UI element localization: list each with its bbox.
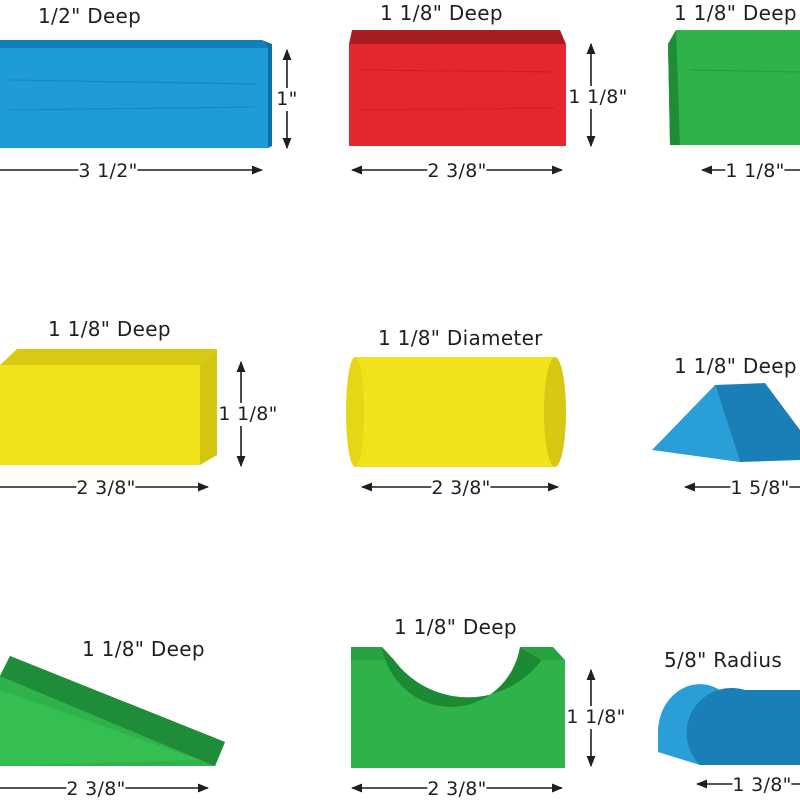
green-cube-depth-label: 1 1/8" Deep xyxy=(674,1,797,25)
yellow-rect-depth-label: 1 1/8" Deep xyxy=(48,317,171,341)
green-cube-width-label: 1 1/8" xyxy=(725,160,785,183)
blue-triangle-width-label: 1 5/8" xyxy=(730,477,790,500)
blue-rect-width-label: 3 1/2" xyxy=(78,160,138,183)
blue-triangle-depth-label: 1 1/8" Deep xyxy=(674,354,797,378)
blue-halfround-block xyxy=(658,684,800,765)
green-cube-block xyxy=(668,30,800,145)
green-ramp-depth-label: 1 1/8" Deep xyxy=(82,637,205,661)
green-ramp-block xyxy=(0,656,225,766)
blue-triangle-block xyxy=(652,383,800,462)
blue-rect-height-label: 1" xyxy=(276,88,298,111)
green-arch-height-label: 1 1/8" xyxy=(566,706,626,729)
red-rect-height-label: 1 1/8" xyxy=(568,86,628,109)
red-rect-width-label: 2 3/8" xyxy=(427,160,487,183)
yellow-cylinder-block xyxy=(346,357,566,467)
blue-rectangle-block xyxy=(0,40,272,148)
red-rectangle-block xyxy=(349,30,566,146)
yellow-rect-height-label: 1 1/8" xyxy=(218,403,278,426)
green-ramp-width-label: 2 3/8" xyxy=(66,778,126,801)
yellow-cylinder-diameter-label: 1 1/8" Diameter xyxy=(378,326,543,350)
yellow-rectangle-block xyxy=(0,349,217,465)
yellow-cylinder-width-label: 2 3/8" xyxy=(431,477,491,500)
blue-halfround-width-label: 1 3/8" xyxy=(732,774,792,797)
red-rect-depth-label: 1 1/8" Deep xyxy=(380,1,503,25)
blue-rect-depth-label: 1/2" Deep xyxy=(38,4,142,28)
green-arch-width-label: 2 3/8" xyxy=(427,778,487,801)
yellow-rect-width-label: 2 3/8" xyxy=(76,477,136,500)
blue-halfround-radius-label: 5/8" Radius xyxy=(664,648,783,672)
green-arch-block xyxy=(351,647,565,768)
green-arch-depth-label: 1 1/8" Deep xyxy=(394,615,517,639)
